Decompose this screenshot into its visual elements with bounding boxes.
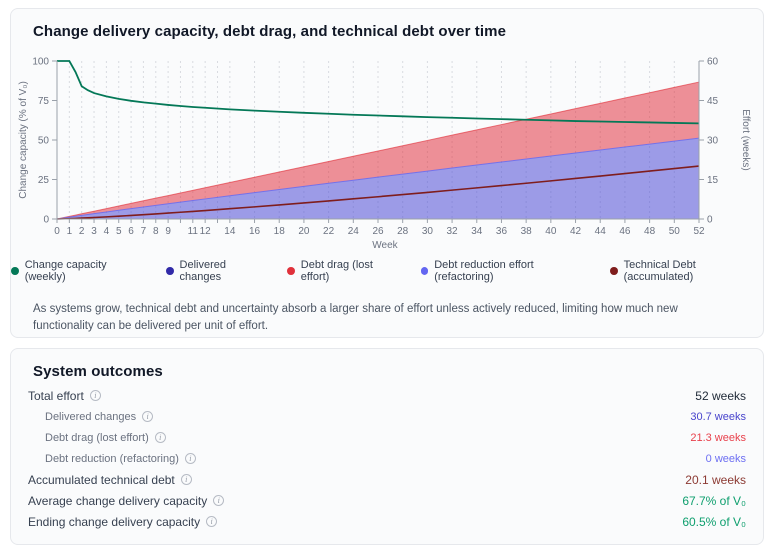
svg-text:75: 75: [38, 96, 50, 107]
outcome-row: Ending change delivery capacity i 60.5% of…: [28, 511, 746, 532]
svg-text:24: 24: [348, 226, 360, 237]
outcome-label: Ending change delivery capacity i: [28, 515, 218, 529]
outcome-row: Debt drag (lost effort) i 21.3 weeks: [28, 427, 746, 448]
svg-text:0: 0: [43, 215, 49, 226]
svg-text:6: 6: [128, 226, 134, 237]
info-icon[interactable]: i: [142, 411, 154, 422]
svg-text:48: 48: [644, 226, 656, 237]
svg-text:60: 60: [707, 57, 719, 68]
svg-text:26: 26: [372, 226, 384, 237]
outcome-row: Accumulated technical debt i 20.1 weeks: [28, 469, 746, 490]
svg-text:Effort (weeks): Effort (weeks): [740, 109, 751, 171]
legend-swatch-icon: [287, 267, 295, 275]
legend-item[interactable]: Change capacity (weekly): [11, 259, 146, 283]
outcome-value: 0 weeks: [705, 452, 746, 465]
svg-text:11: 11: [188, 226, 199, 237]
outcome-label: Total effort i: [28, 389, 101, 403]
chart-card: Change delivery capacity, debt drag, and…: [10, 8, 764, 338]
chart-description: As systems grow, technical debt and unce…: [33, 303, 678, 332]
svg-text:28: 28: [397, 226, 409, 237]
legend-item[interactable]: Debt reduction effort (refactoring): [420, 259, 590, 283]
svg-text:16: 16: [249, 226, 261, 237]
outcome-value: 30.7 weeks: [690, 410, 746, 423]
svg-text:50: 50: [38, 136, 50, 147]
svg-text:8: 8: [153, 226, 159, 237]
info-icon[interactable]: i: [213, 495, 225, 506]
svg-text:18: 18: [274, 226, 286, 237]
outcome-value: 52 weeks: [695, 388, 746, 403]
svg-text:40: 40: [545, 226, 557, 237]
svg-text:52: 52: [693, 226, 705, 237]
outcome-value: 21.3 weeks: [690, 431, 746, 444]
legend-label: Delivered changes: [179, 259, 226, 283]
svg-text:3: 3: [91, 226, 97, 237]
svg-text:1: 1: [67, 226, 73, 237]
svg-text:22: 22: [323, 226, 335, 237]
svg-text:Change capacity (% of V₀): Change capacity (% of V₀): [18, 81, 29, 199]
info-icon[interactable]: i: [89, 390, 101, 401]
legend-swatch-icon: [11, 267, 19, 275]
outcome-label: Debt reduction (refactoring) i: [28, 453, 196, 465]
info-icon[interactable]: i: [184, 453, 196, 464]
info-icon[interactable]: i: [180, 474, 192, 485]
svg-text:9: 9: [165, 226, 171, 237]
legend-item[interactable]: Delivered changes: [165, 259, 267, 283]
svg-text:2: 2: [79, 226, 85, 237]
svg-text:Week: Week: [372, 240, 398, 251]
svg-text:50: 50: [669, 226, 681, 237]
svg-text:4: 4: [104, 226, 110, 237]
legend-swatch-icon: [420, 267, 429, 275]
chart-title: Change delivery capacity, debt drag, and…: [33, 23, 507, 40]
legend-label: Change capacity (weekly): [24, 259, 107, 283]
svg-text:34: 34: [471, 226, 483, 237]
outcome-value: 67.7% of V₀: [682, 493, 746, 508]
outcome-row: Total effort i 52 weeks: [28, 385, 746, 406]
chart-area: 0 25 50 75 100 0 15 30 45 60 0 1 2 3 4 5 6 7 8 9 11 12 14 16 18 2…: [11, 53, 763, 255]
legend-swatch-icon: [165, 267, 174, 275]
svg-text:46: 46: [619, 226, 631, 237]
outcome-value: 60.5% of V₀: [682, 514, 746, 529]
legend-item[interactable]: Debt drag (lost effort): [287, 259, 400, 283]
svg-text:32: 32: [447, 226, 459, 237]
legend-item[interactable]: Technical Debt (accumulated): [609, 259, 763, 283]
legend-swatch-icon: [609, 267, 618, 275]
outcome-row: Delivered changes i 30.7 weeks: [28, 406, 746, 427]
svg-text:36: 36: [496, 226, 508, 237]
outcomes-list: Total effort i 52 weeks Delivered changes i 3…: [28, 385, 746, 532]
svg-text:44: 44: [595, 226, 607, 237]
svg-text:30: 30: [707, 136, 719, 147]
legend-label: Technical Debt (accumulated): [623, 259, 696, 283]
svg-text:45: 45: [707, 96, 719, 107]
outcome-label: Average change delivery capacity i: [28, 494, 225, 508]
outcomes-heading: System outcomes: [33, 363, 163, 380]
outcome-label: Delivered changes i: [28, 411, 154, 423]
svg-text:100: 100: [32, 57, 49, 68]
svg-text:38: 38: [521, 226, 533, 237]
outcome-row: Debt reduction (refactoring) i 0 weeks: [28, 448, 746, 469]
svg-text:0: 0: [707, 215, 713, 226]
legend-label: Debt reduction effort (refactoring): [434, 259, 534, 283]
info-icon[interactable]: i: [206, 516, 218, 527]
outcomes-card: System outcomes Total effort i 52 weeks Del…: [10, 348, 764, 545]
outcome-value: 20.1 weeks: [685, 472, 746, 487]
svg-text:12: 12: [200, 226, 212, 237]
svg-text:25: 25: [38, 175, 50, 186]
svg-text:0: 0: [54, 226, 60, 237]
svg-text:42: 42: [570, 226, 582, 237]
svg-text:15: 15: [707, 175, 719, 186]
outcome-row: Average change delivery capacity i 67.7% o…: [28, 490, 746, 511]
svg-text:20: 20: [298, 226, 310, 237]
svg-text:30: 30: [422, 226, 434, 237]
svg-text:5: 5: [116, 226, 122, 237]
svg-text:7: 7: [141, 226, 147, 237]
chart-legend: Change capacity (weekly) Delivered change…: [11, 259, 763, 283]
info-icon[interactable]: i: [154, 432, 166, 443]
svg-text:14: 14: [224, 226, 236, 237]
outcome-label: Debt drag (lost effort) i: [28, 432, 166, 444]
legend-label: Debt drag (lost effort): [300, 259, 373, 283]
outcome-label: Accumulated technical debt i: [28, 473, 192, 487]
